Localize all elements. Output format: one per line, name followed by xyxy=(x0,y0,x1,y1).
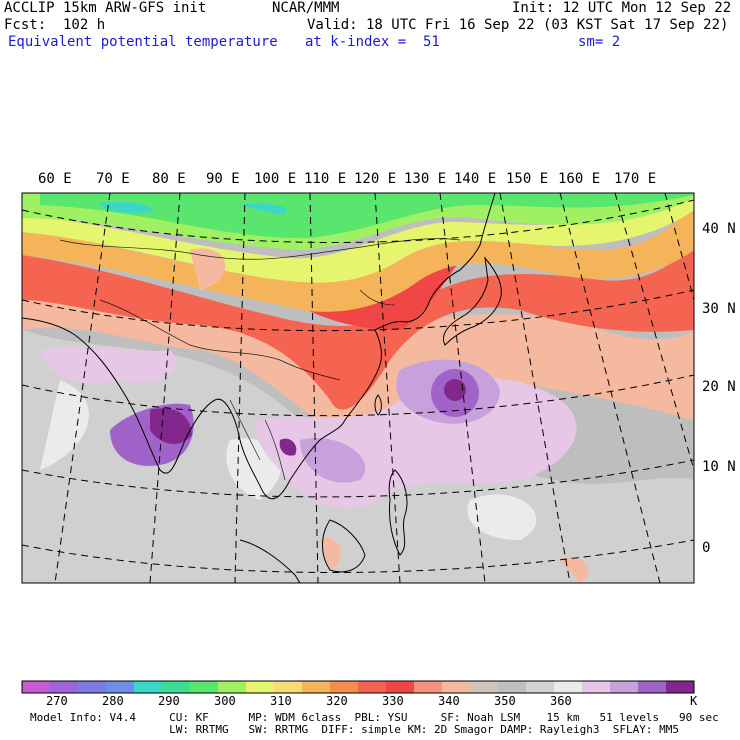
colorbar-frame xyxy=(21,680,695,694)
smoothing-label: sm= 2 xyxy=(578,34,621,50)
colorbar xyxy=(22,681,695,693)
colorbar-swatch xyxy=(78,681,107,693)
lon-label: 60 E xyxy=(38,171,72,187)
lon-label: 130 E xyxy=(404,171,447,187)
org-label: NCAR/MMM xyxy=(272,0,340,16)
level-label: at k-index = 51 xyxy=(305,34,440,50)
colorbar-unit: K xyxy=(690,694,698,708)
colorbar-swatch xyxy=(582,681,611,693)
colorbar-swatch xyxy=(442,681,471,693)
lat-label: 30 N xyxy=(702,301,736,317)
yellow-band xyxy=(22,195,694,283)
typhoon-core xyxy=(444,379,466,401)
colorbar-swatch xyxy=(190,681,219,693)
colorbar-label: 360 xyxy=(550,694,572,708)
colorbar-swatch xyxy=(134,681,163,693)
colorbar-label: 340 xyxy=(438,694,460,708)
colorbar-swatch xyxy=(302,681,331,693)
borders xyxy=(59,238,461,481)
green-core xyxy=(40,193,694,239)
colorbar-swatch xyxy=(526,681,555,693)
lat-label: 10 N xyxy=(702,459,736,475)
colorbar-swatch xyxy=(22,681,51,693)
lon-label: 160 E xyxy=(558,171,601,187)
colorbar-swatch xyxy=(610,681,639,693)
map-frame xyxy=(21,192,695,584)
red-band xyxy=(22,240,694,410)
lon-label: 70 E xyxy=(96,171,130,187)
lon-label: 120 E xyxy=(354,171,397,187)
colorbar-swatch xyxy=(498,681,527,693)
colorbar-swatch xyxy=(554,681,583,693)
colorbar-label: 280 xyxy=(102,694,124,708)
lat-label: 20 N xyxy=(702,379,736,395)
colorbar-swatch xyxy=(414,681,443,693)
colorbar-label: 300 xyxy=(214,694,236,708)
lon-label: 110 E xyxy=(304,171,347,187)
graticule xyxy=(22,193,694,583)
colorbar-label: 320 xyxy=(326,694,348,708)
deep-purple-core xyxy=(150,408,192,445)
cyan-spots xyxy=(100,202,287,215)
lat-label: 40 N xyxy=(702,221,736,237)
colorbar-label: 270 xyxy=(46,694,68,708)
orange-band xyxy=(22,205,694,312)
colorbar-swatch xyxy=(386,681,415,693)
colorbar-swatch xyxy=(162,681,191,693)
white-patches xyxy=(40,380,537,540)
purple-south-china-sea xyxy=(279,438,297,456)
map-plot-area xyxy=(22,193,694,583)
lon-label: 140 E xyxy=(454,171,497,187)
colorbar-label: 330 xyxy=(382,694,404,708)
model-info: Model Info: V4.4 CU: KF MP: WDM 6class P… xyxy=(30,711,719,724)
colorbar-swatch xyxy=(666,681,695,693)
colorbar-swatch xyxy=(106,681,135,693)
valid-time: Valid: 18 UTC Fri 16 Sep 22 (03 KST Sat … xyxy=(307,17,729,33)
model-title: ACCLIP 15km ARW-GFS init xyxy=(4,0,207,16)
colorbar-label: 290 xyxy=(158,694,180,708)
colorbar-swatch xyxy=(50,681,79,693)
colorbar-label: 310 xyxy=(270,694,292,708)
lon-label: 80 E xyxy=(152,171,186,187)
lon-label: 100 E xyxy=(254,171,297,187)
lat-label: 0 xyxy=(702,540,711,556)
lavender-india xyxy=(40,346,177,384)
lon-label: 90 E xyxy=(206,171,240,187)
colorbar-swatch xyxy=(358,681,387,693)
colorbar-swatch xyxy=(274,681,303,693)
physics-info: LW: RRTMG SW: RRTMG DIFF: simple KM: 2D … xyxy=(30,723,680,736)
field-name: Equivalent potential temperature xyxy=(8,34,278,50)
lon-label: 150 E xyxy=(506,171,549,187)
coastlines xyxy=(22,193,502,583)
colorbar-swatch xyxy=(246,681,275,693)
colorbar-swatch xyxy=(470,681,499,693)
colorbar-swatch xyxy=(330,681,359,693)
colorbar-label: 350 xyxy=(494,694,516,708)
lon-label: 170 E xyxy=(614,171,657,187)
init-time: Init: 12 UTC Mon 12 Sep 22 xyxy=(512,0,732,16)
colorbar-swatch xyxy=(218,681,247,693)
forecast-hour: Fcst: 102 h xyxy=(4,17,106,33)
colorbar-swatch xyxy=(638,681,667,693)
